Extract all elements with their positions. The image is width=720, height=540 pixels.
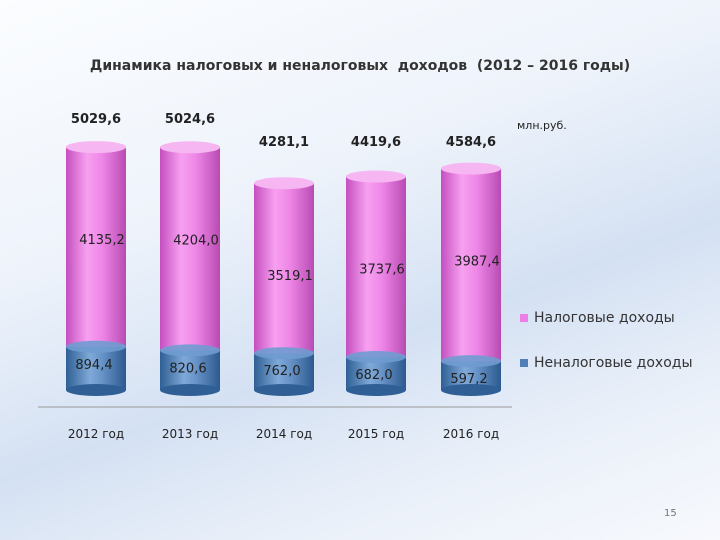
label-tax-4: 3987,4 (454, 255, 500, 270)
label-nontax-1: 820,6 (169, 361, 206, 376)
label-total-4: 4584,6 (446, 135, 496, 150)
label-nontax-3: 682,0 (355, 368, 392, 383)
label-total-3: 4419,6 (351, 135, 401, 150)
bar-nontax-bottom-3 (346, 384, 406, 396)
bar-tax-1 (160, 147, 220, 351)
x-tick-label-0: 2012 год (68, 427, 124, 441)
bar-tax-0 (66, 147, 126, 347)
label-nontax-0: 894,4 (75, 358, 112, 373)
bar-nontax-bottom-1 (160, 384, 220, 396)
bar-segment-joint-1 (160, 344, 220, 357)
label-tax-3: 3737,6 (359, 263, 405, 278)
label-nontax-2: 762,0 (263, 364, 300, 379)
bar-tax-top-3 (346, 170, 406, 183)
x-tick-label-2: 2014 год (256, 427, 312, 441)
label-total-0: 5029,6 (71, 112, 121, 127)
label-nontax-4: 597,2 (450, 372, 487, 387)
legend-item-tax: Налоговые доходы (520, 306, 693, 330)
x-tick-label-4: 2016 год (443, 427, 499, 441)
bar-tax-top-2 (254, 177, 314, 190)
bar-nontax-2 (254, 353, 314, 390)
bar-nontax-0 (66, 346, 126, 390)
legend-item-nontax: Неналоговые доходы (520, 351, 693, 375)
bar-tax-top-1 (160, 141, 220, 154)
bar-tax-4 (441, 168, 501, 362)
bar-tax-top-0 (66, 141, 126, 154)
bar-segment-joint-3 (346, 351, 406, 364)
bar-nontax-bottom-0 (66, 384, 126, 396)
x-tick-label-1: 2013 год (162, 427, 218, 441)
x-tick-label-3: 2015 год (348, 427, 404, 441)
label-total-1: 5024,6 (165, 112, 215, 127)
bar-nontax-bottom-4 (441, 384, 501, 396)
unit-label: млн.руб. (517, 119, 567, 132)
label-tax-2: 3519,1 (267, 269, 313, 284)
legend-swatch-tax (520, 314, 528, 322)
label-tax-1: 4204,0 (173, 233, 219, 248)
bar-nontax-bottom-2 (254, 384, 314, 396)
bar-segment-joint-4 (441, 355, 501, 368)
legend-swatch-nontax (520, 359, 528, 367)
label-tax-0: 4135,2 (79, 233, 125, 248)
bar-tax-3 (346, 176, 406, 358)
label-total-2: 4281,1 (259, 135, 309, 150)
legend-label-tax: Налоговые доходы (534, 310, 675, 326)
page-number: 15 (664, 508, 677, 519)
bar-segment-joint-0 (66, 340, 126, 353)
legend-label-nontax: Неналоговые доходы (534, 355, 693, 371)
slide-title: Динамика налоговых и неналоговых доходов… (89, 58, 631, 74)
bar-nontax-1 (160, 350, 220, 390)
bar-tax-top-4 (441, 162, 501, 175)
bar-tax-2 (254, 183, 314, 354)
legend: Налоговые доходы Неналоговые доходы (520, 306, 693, 396)
bar-segment-joint-2 (254, 347, 314, 360)
